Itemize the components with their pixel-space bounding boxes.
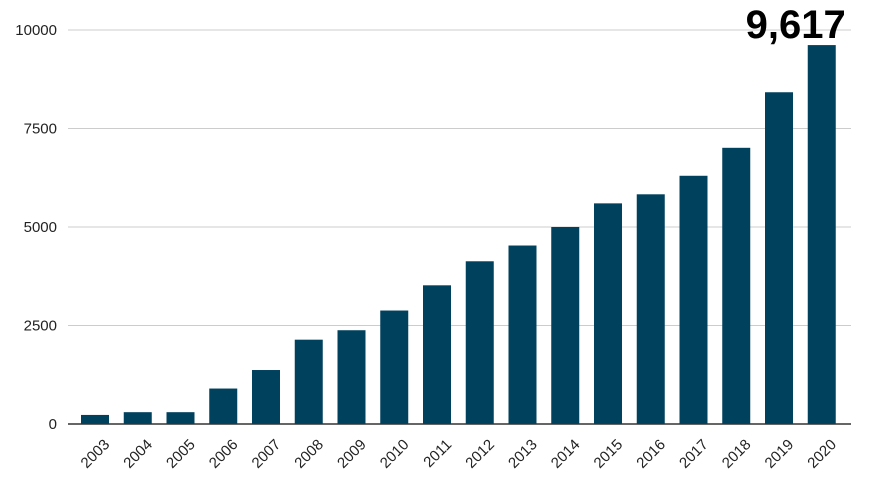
x-tick-label: 2003	[78, 436, 114, 472]
bar-2011	[423, 285, 451, 424]
bar-2006	[209, 388, 238, 424]
x-axis-ticks: 2003 2004 2005 2006 2007 2008 2009 2010 2011 2012…	[78, 436, 840, 472]
y-tick-label: 0	[49, 416, 57, 433]
bar-2015	[594, 203, 622, 424]
bar-2010	[380, 310, 409, 424]
bar-2009	[337, 330, 366, 424]
x-tick-label: 2018	[719, 436, 755, 472]
bar-2014	[551, 227, 580, 424]
x-tick-label: 2011	[420, 436, 455, 471]
x-tick-label: 2009	[334, 436, 370, 472]
y-tick-label: 10000	[15, 22, 57, 39]
x-tick-label: 2020	[804, 436, 840, 472]
x-tick-label: 2019	[762, 436, 798, 472]
x-tick-label: 2013	[505, 436, 541, 472]
grid-lines	[68, 29, 851, 326]
bar-2013	[508, 245, 537, 424]
bar-2018	[722, 147, 751, 424]
bar-2007	[252, 370, 280, 424]
bar-2017	[679, 175, 708, 424]
bar-2008	[294, 339, 323, 424]
y-tick-label: 5000	[24, 219, 57, 236]
x-tick-label: 2008	[291, 436, 327, 472]
x-tick-label: 2010	[377, 436, 413, 472]
bars	[81, 45, 836, 424]
x-tick-label: 2007	[249, 436, 285, 472]
x-tick-label: 2017	[676, 436, 712, 472]
x-tick-label: 2014	[548, 436, 584, 472]
bar-2004	[123, 412, 152, 424]
x-tick-label: 2015	[591, 436, 627, 472]
x-tick-label: 2004	[120, 436, 156, 472]
callout-label: 9,617	[746, 3, 846, 47]
bar-2016	[636, 194, 665, 424]
x-tick-label: 2005	[163, 436, 199, 472]
y-tick-label: 7500	[24, 121, 57, 138]
bar-2005	[166, 412, 195, 424]
x-tick-label: 2012	[462, 436, 498, 472]
y-axis-ticks: 0 2500 5000 7500 10000	[15, 22, 57, 433]
bar-2019	[765, 92, 793, 424]
bar-2020	[807, 45, 836, 424]
y-tick-label: 2500	[24, 318, 57, 335]
x-tick-label: 2016	[633, 436, 669, 472]
bar-2003	[81, 414, 109, 424]
bar-2012	[465, 261, 494, 424]
x-tick-label: 2006	[206, 436, 242, 472]
